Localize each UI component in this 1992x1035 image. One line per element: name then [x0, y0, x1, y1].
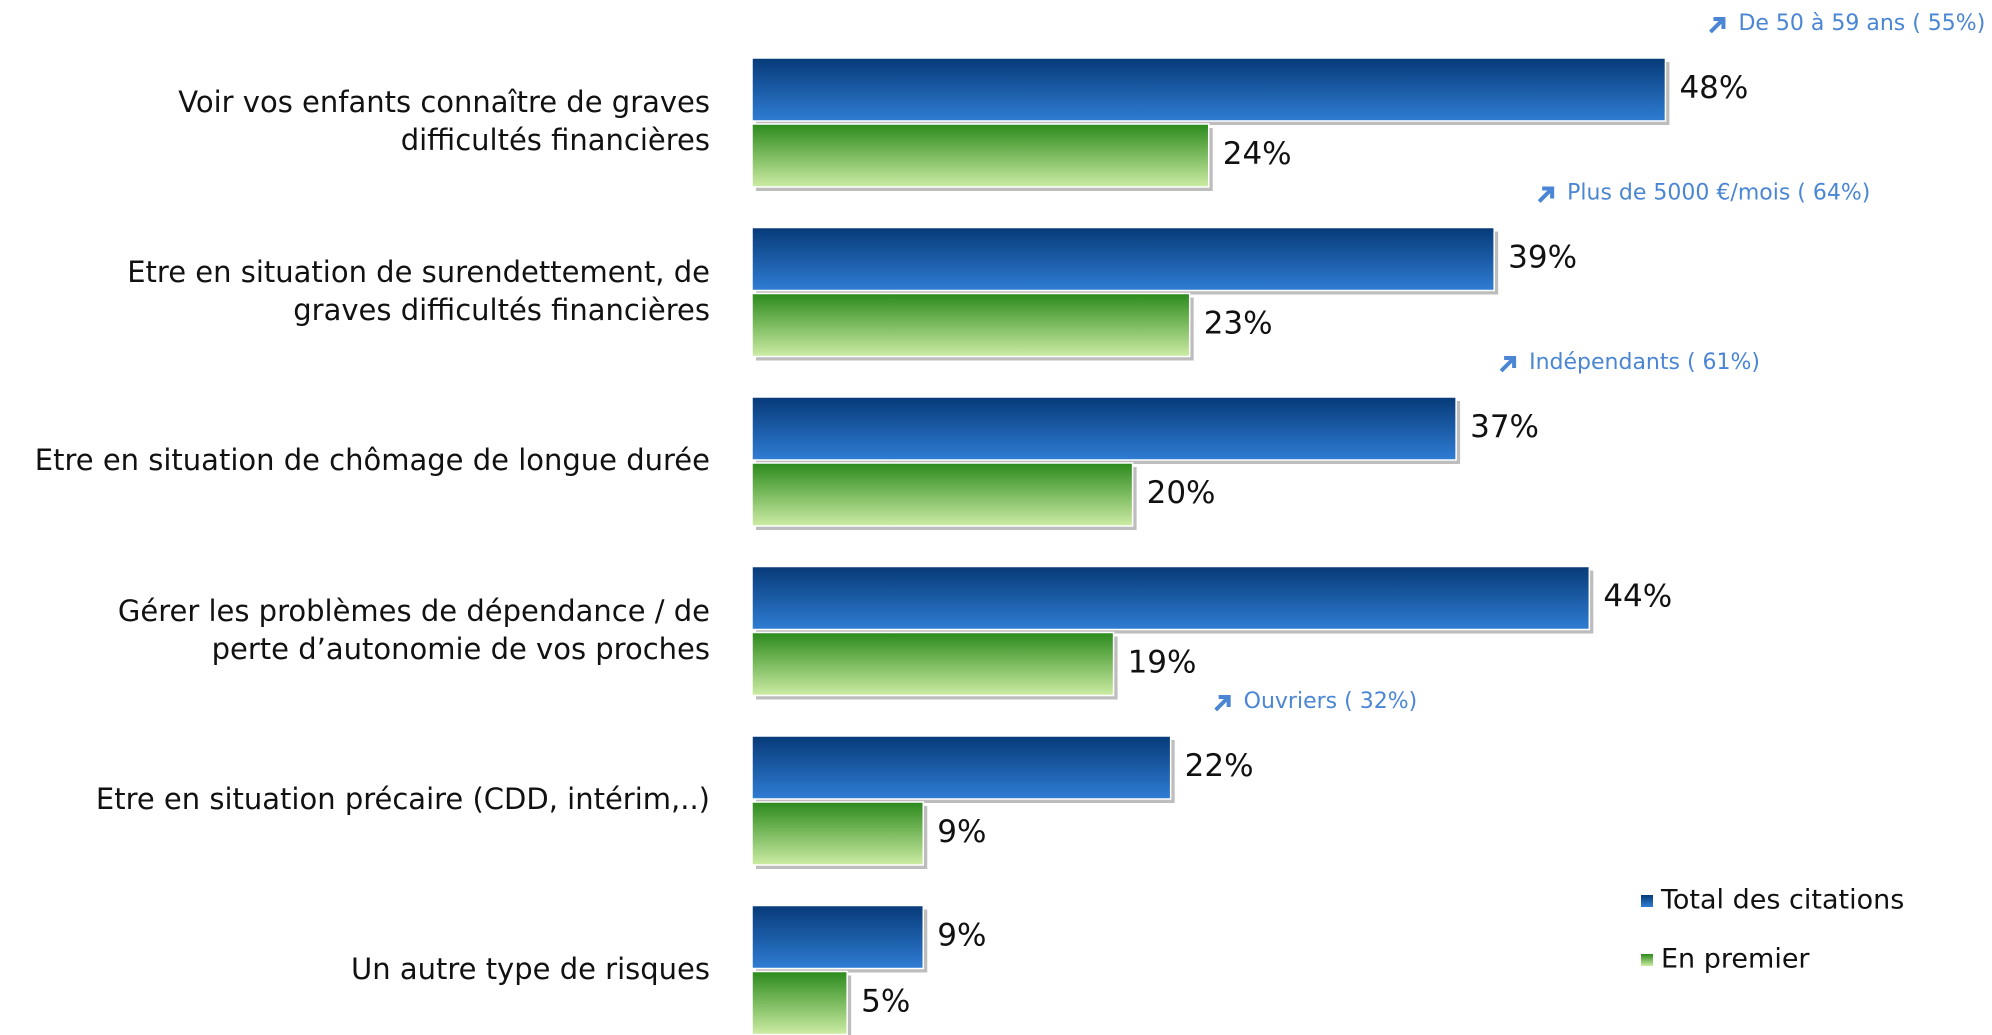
bar — [751, 631, 1115, 697]
category-label: Voir vos enfants connaître de graves dif… — [178, 85, 710, 157]
value-label: 9% — [937, 814, 986, 850]
value-label: 22% — [1185, 748, 1254, 784]
value-label: 44% — [1603, 579, 1672, 615]
annotation: Plus de 5000 €/mois ( 64%) — [1567, 181, 1870, 206]
category-label: Gérer les problèmes de dépendance / de p… — [117, 593, 710, 666]
bar — [751, 57, 1667, 122]
bar — [751, 565, 1591, 631]
annotation: Ouvriers ( 32%) — [1244, 689, 1418, 714]
value-label: 39% — [1508, 240, 1577, 276]
annotation: Indépendants ( 61%) — [1529, 350, 1760, 375]
bar — [751, 970, 848, 1035]
value-label: 19% — [1128, 645, 1197, 681]
category-label: Etre en situation de surendettement, de … — [127, 254, 710, 327]
trend-arrow — [1499, 356, 1517, 373]
bar — [751, 292, 1191, 358]
bar — [751, 396, 1457, 461]
legend-label: Total des citations — [1660, 885, 1904, 916]
value-label: 48% — [1679, 70, 1748, 106]
trend-arrow — [1537, 186, 1555, 203]
legend-label: En premier — [1661, 944, 1810, 975]
value-label: 24% — [1223, 136, 1292, 172]
category-label: Etre en situation de chômage de longue d… — [34, 443, 710, 477]
value-label: 20% — [1147, 475, 1216, 511]
value-label: 23% — [1204, 306, 1273, 342]
trend-arrow — [1709, 17, 1726, 34]
category-label: Un autre type de risques — [351, 951, 710, 986]
category-label: Etre en situation précaire (CDD, intérim… — [95, 782, 710, 816]
legend-marker — [1641, 895, 1653, 907]
bar — [751, 801, 925, 866]
value-label: 37% — [1470, 409, 1539, 445]
annotation: De 50 à 59 ans ( 55%) — [1738, 11, 1985, 36]
trend-arrow — [1214, 695, 1231, 712]
bar — [751, 123, 1210, 188]
value-label: 9% — [937, 918, 986, 954]
value-label: 5% — [861, 984, 910, 1020]
legend-marker — [1641, 954, 1653, 966]
bar — [751, 462, 1134, 527]
bar — [751, 904, 925, 970]
bar — [751, 226, 1495, 292]
bar — [751, 735, 1172, 800]
